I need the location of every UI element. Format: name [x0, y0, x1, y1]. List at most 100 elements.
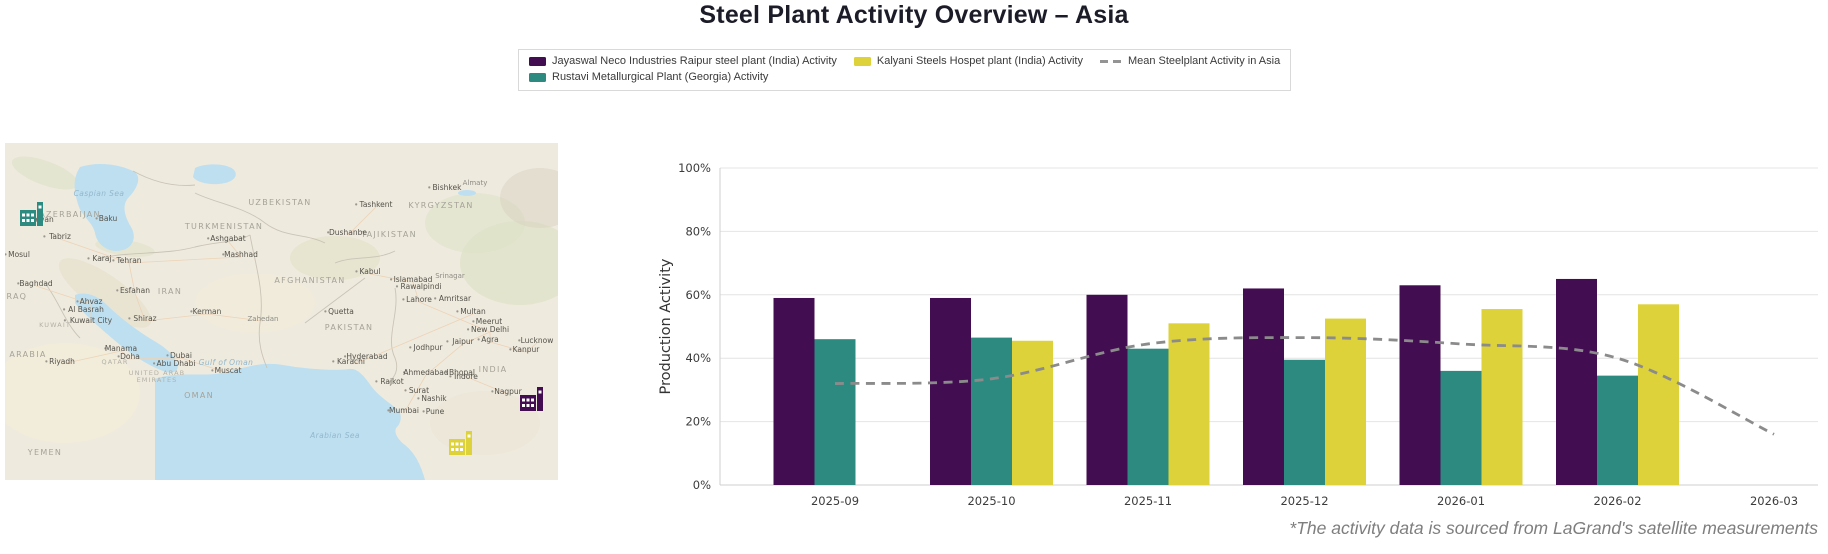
city-dot [17, 282, 20, 285]
caspian-sea [74, 164, 139, 251]
city-label: Pune [426, 407, 445, 416]
city-dot [509, 348, 512, 351]
country-label: AZERBAIJAN [39, 210, 101, 219]
city-label: Srinagar [435, 272, 465, 280]
city-label: Ashgabat [210, 234, 246, 243]
city-dot [95, 217, 98, 220]
legend-color-swatch [853, 57, 871, 66]
city-label: Surat [409, 386, 429, 395]
country-label: ARABIA [9, 350, 46, 359]
legend-column: Kalyani Steels Hospet plant (India) Acti… [853, 55, 1083, 84]
bar-2026-01 [1399, 285, 1441, 485]
city-label: Manama [105, 344, 137, 353]
city-label: Mumbai [389, 406, 419, 415]
city-dot [166, 354, 169, 357]
legend-label: Mean Steelplant Activity in Asia [1127, 55, 1281, 67]
city-label: Lucknow [521, 336, 554, 345]
city-label: Ahmedabad [403, 368, 449, 377]
map-roads [35, 206, 538, 414]
y-tick-label: 80% [685, 224, 711, 238]
city-dot [63, 319, 66, 322]
y-tick-label: 100% [678, 161, 711, 175]
city-dot [87, 257, 90, 260]
legend-label: Jayaswal Neco Industries Raipur steel pl… [552, 55, 837, 67]
asia-map[interactable]: Caspian Sea Gulf of Oman Arabian Sea AZERBA… [5, 143, 558, 480]
bar-2026-02 [1556, 278, 1597, 485]
chart-legend: Jayaswal Neco Industries Raipur steel pl… [518, 49, 1292, 91]
city-label: Esfahan [120, 286, 150, 295]
bar-2025-10 [971, 337, 1012, 485]
page-title: Steel Plant Activity Overview – Asia [699, 1, 1129, 29]
legend-item: Rustavi Metallurgical Plant (Georgia) Ac… [529, 71, 837, 84]
city-dot [456, 310, 459, 313]
legend-item: Kalyani Steels Hospet plant (India) Acti… [853, 55, 1083, 68]
city-dot [404, 389, 407, 392]
city-label: Islamabad [394, 275, 433, 284]
bar-2026-01 [1481, 309, 1523, 485]
city-dot [434, 297, 437, 300]
city-dot [128, 317, 131, 320]
city-dot [117, 355, 120, 358]
city-label: Karachi [337, 357, 365, 366]
city-dot [491, 390, 494, 393]
country-label: IRAN [158, 287, 182, 296]
activity-bar-chart[interactable]: 0% 20% 40% 60% 80% 100% 2025-09 2025-10 2025-11 2… [560, 130, 1828, 554]
city-label: Abu Dhabi [157, 359, 196, 368]
country-label: QATAR [102, 358, 129, 366]
bar-2025-10 [930, 297, 971, 485]
issyk-kul [458, 190, 476, 196]
legend-column: Jayaswal Neco Industries Raipur steel pl… [529, 55, 837, 84]
city-label: Ahvaz [80, 297, 103, 306]
bar-2025-12 [1243, 288, 1284, 485]
city-dot [43, 235, 46, 238]
city-dot [409, 346, 412, 349]
city-label: Tehran [115, 256, 141, 265]
city-label: Bishkek [433, 183, 463, 192]
city-dot [472, 320, 475, 323]
city-label: Baku [99, 214, 118, 223]
city-dot [327, 231, 330, 234]
city-dot [355, 270, 358, 273]
x-tick-label: 2026-02 [1593, 494, 1641, 508]
legend-column: Mean Steelplant Activity in Asia [1099, 55, 1281, 84]
city-label: Rawalpindi [401, 282, 442, 291]
city-dot [211, 369, 214, 372]
map-terrain [5, 156, 558, 455]
country-label: YEMEN [27, 448, 62, 457]
city-label: Hyderabad [346, 352, 387, 361]
city-label: Kabul [360, 267, 381, 276]
city-label: Baghdad [19, 279, 53, 288]
city-dot [355, 203, 358, 206]
city-dot [63, 308, 66, 311]
city-label: Al Basrah [68, 305, 104, 314]
city-dot [467, 328, 470, 331]
x-tick-label: 2026-01 [1437, 494, 1485, 508]
bar-2025-11 [1086, 294, 1128, 485]
city-dot [5, 253, 7, 256]
city-label: Meerut [476, 317, 503, 326]
city-dot [76, 300, 79, 303]
aral-sea [193, 164, 236, 185]
country-label: KYRGYZSTAN [408, 201, 473, 210]
city-label: Nashik [421, 394, 447, 403]
city-dot [395, 285, 399, 288]
city-dot [518, 339, 521, 342]
bar-2025-10 [1012, 340, 1053, 485]
city-label: Indore [454, 372, 478, 381]
country-label: AFGHANISTAN [274, 276, 345, 285]
city-dot [477, 338, 480, 341]
city-dot [116, 289, 119, 292]
legend-color-swatch [529, 73, 546, 82]
data-source-footnote: *The activity data is sourced from LaGra… [1289, 518, 1818, 538]
city-dot [190, 310, 193, 313]
city-dot [222, 253, 225, 256]
city-label: Doha [120, 352, 140, 361]
city-dot [390, 278, 393, 281]
city-dot [324, 310, 327, 313]
y-tick-label: 60% [685, 288, 711, 302]
city-label: Nagpur [494, 387, 522, 396]
country-label: IRAQ [5, 292, 27, 301]
country-label: UZBEKISTAN [248, 198, 311, 207]
city-label: Muscat [215, 366, 242, 375]
